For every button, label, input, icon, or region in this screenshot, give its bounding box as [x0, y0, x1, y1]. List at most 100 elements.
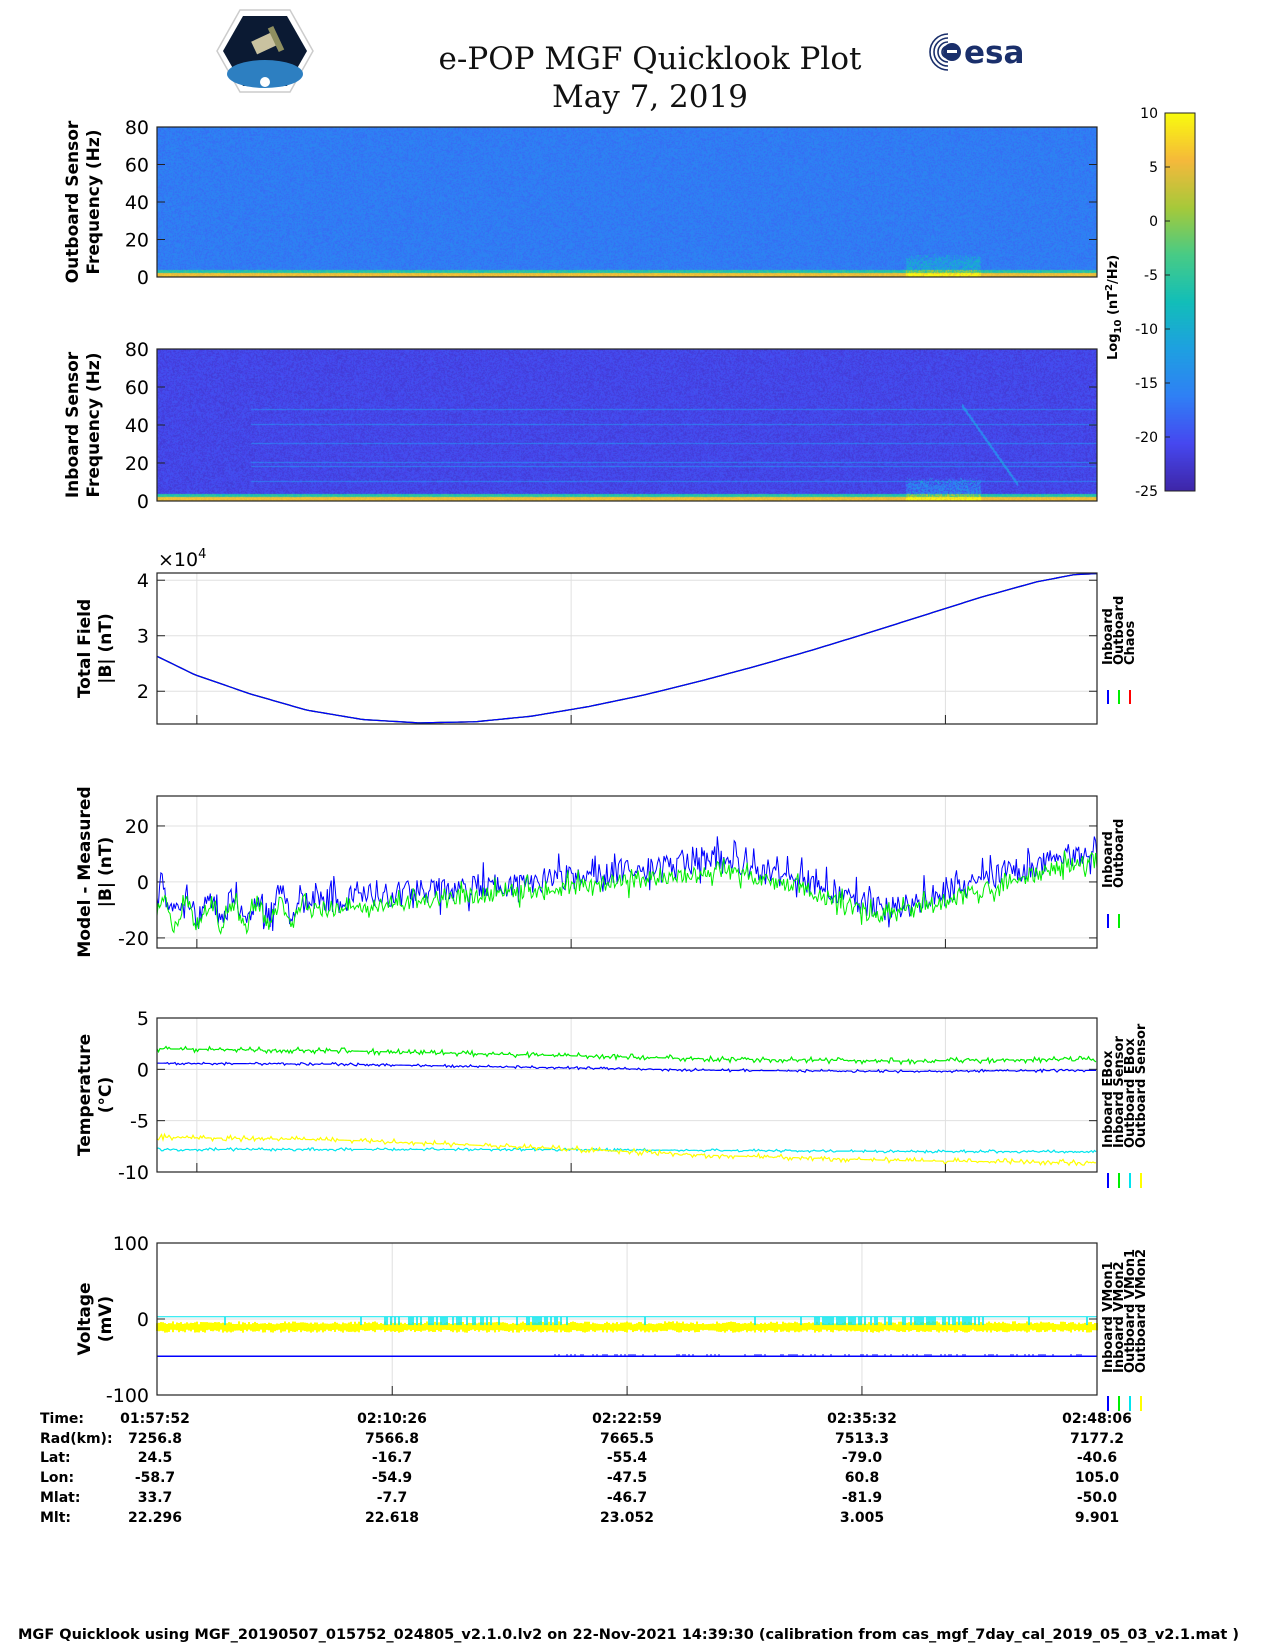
y-axis-label: Model - Measured|B| (nT) — [75, 786, 116, 957]
ephemeris-row-label: Rad(km): — [40, 1430, 113, 1447]
ephemeris-value: 9.901 — [1074, 1509, 1120, 1526]
y-tick-label: 4 — [137, 570, 149, 592]
ephemeris-value: 22.296 — [127, 1509, 183, 1526]
legend-label: Inboard Sensor — [1112, 1036, 1127, 1148]
panel-frame — [156, 126, 1098, 278]
y-axis-label-line: Frequency (Hz) — [84, 352, 104, 497]
esa-logo-text: esa — [964, 35, 1024, 71]
y-axis-label-line: Voltage — [75, 1282, 95, 1355]
ephemeris-value: -55.4 — [606, 1450, 648, 1467]
y-tick-label: 40 — [125, 192, 149, 214]
ephemeris-value: 7665.5 — [599, 1430, 655, 1447]
legend-label: Outboard EBox — [1123, 1038, 1138, 1148]
footer-text: MGF Quicklook using MGF_20190507_015752_… — [18, 1627, 1240, 1643]
y-axis-label-line: |B| (nT) — [96, 837, 116, 908]
axis-multiplier: ×104 — [158, 547, 206, 571]
colorbar-label-part: /Hz) — [1106, 255, 1121, 284]
y-axis-label-line: |B| (nT) — [96, 613, 116, 684]
temperature-line — [156, 1146, 1097, 1154]
y-tick-label: 3 — [137, 626, 149, 648]
y-tick-label: 0 — [137, 1309, 149, 1331]
temperature-line — [156, 1132, 1097, 1167]
esa-logo: esa — [929, 33, 1024, 71]
panel-background — [157, 796, 1097, 948]
colorbar-label: Log10 (nT2/Hz) — [1104, 255, 1124, 360]
y-axis-label-line: Total Field — [75, 599, 95, 698]
y-axis-label: Voltage(mV) — [75, 1282, 116, 1355]
ephemeris-value: 24.5 — [137, 1450, 173, 1467]
ephemeris-value: 02:22:59 — [592, 1411, 662, 1427]
ephemeris-row-label: Time: — [40, 1411, 85, 1427]
y-tick-label: 0 — [137, 872, 149, 894]
colorbar-tick-label: 5 — [1149, 160, 1158, 176]
y-axis-label: Inboard SensorFrequency (Hz) — [63, 351, 104, 498]
y-axis-label: Outboard SensorFrequency (Hz) — [63, 120, 104, 283]
inboard-spectrogram — [157, 349, 1097, 501]
colorbar-frame — [1164, 112, 1196, 492]
legend-label: Outboard VMon2 — [1134, 1249, 1149, 1373]
colorbar-tick-label: -20 — [1135, 430, 1158, 446]
ephemeris-value: 33.7 — [137, 1489, 173, 1506]
ephemeris-value: -47.5 — [606, 1470, 648, 1487]
y-axis-label-line: (mV) — [96, 1296, 116, 1342]
date-text: May 7, 2019 — [552, 79, 748, 115]
colorbar-tick-label: -25 — [1135, 484, 1158, 500]
colorbar-label-part: 2 — [1104, 284, 1115, 291]
y-tick-label: 0 — [137, 267, 149, 289]
y-tick-label: 60 — [125, 377, 149, 399]
y-axis-label-line: Outboard Sensor — [63, 120, 83, 283]
y-axis-label: Total Field|B| (nT) — [75, 599, 116, 698]
colorbar-tick-label: -10 — [1135, 322, 1158, 338]
colorbar-label-part: Log — [1106, 333, 1121, 360]
panel-frame — [156, 348, 1098, 502]
y-tick-label: 20 — [125, 230, 149, 252]
colorbar-label-part: 10 — [1113, 320, 1124, 334]
legend-label: Chaos — [1123, 621, 1138, 665]
y-tick-label: 80 — [125, 117, 149, 139]
legend-label: Outboard Sensor — [1134, 1023, 1149, 1148]
cassiope-logo — [216, 9, 314, 93]
legend-label: Inboard — [1101, 608, 1116, 665]
colorbar-tick-label: 10 — [1140, 106, 1158, 122]
ephemeris-value: 01:57:52 — [120, 1411, 190, 1427]
ephemeris-row-label: Lat: — [40, 1450, 71, 1467]
colorbar-label-part: (nT — [1106, 291, 1121, 320]
y-tick-label: 80 — [125, 339, 149, 361]
ephemeris-value: 02:10:26 — [357, 1411, 427, 1427]
temperature-line — [156, 1045, 1097, 1066]
ephemeris-value: 3.005 — [839, 1509, 885, 1526]
colorbar — [1165, 113, 1195, 491]
y-axis-label-line: (°C) — [96, 1077, 116, 1114]
legend-label: Inboard VMon1 — [1101, 1261, 1116, 1373]
y-tick-label: 2 — [137, 681, 149, 703]
y-tick-label: 40 — [125, 415, 149, 437]
legend-label: Inboard — [1101, 831, 1116, 888]
ephemeris-value: 7566.8 — [364, 1430, 420, 1447]
ephemeris-value: 02:35:32 — [827, 1411, 897, 1427]
y-axis-label-line: Temperature — [75, 1034, 95, 1156]
y-tick-label: -20 — [118, 928, 149, 950]
ephemeris-value: -7.7 — [376, 1489, 408, 1506]
y-tick-label: 0 — [137, 491, 149, 513]
model-measured-line-outboard — [156, 850, 1098, 936]
ephemeris-value: 02:48:06 — [1062, 1411, 1132, 1427]
colorbar-tick-label: -15 — [1135, 376, 1158, 392]
y-tick-label: 20 — [125, 453, 149, 475]
y-tick-label: 20 — [125, 816, 149, 838]
ephemeris-value: -16.7 — [371, 1450, 413, 1467]
plot-title: e-POP MGF Quicklook Plot May 7, 2019 — [300, 40, 1000, 116]
ephemeris-value: -54.9 — [371, 1470, 413, 1487]
ephemeris-row-label: Lon: — [40, 1470, 75, 1487]
ephemeris-value: -40.6 — [1076, 1450, 1118, 1467]
colorbar-tick-label: -5 — [1144, 268, 1158, 284]
y-axis-label-line: Inboard Sensor — [63, 351, 83, 498]
model-measured-line-inboard — [156, 836, 1098, 932]
ephemeris-value: 60.8 — [844, 1470, 880, 1487]
ephemeris-value: -81.9 — [841, 1489, 883, 1506]
panel-frame — [156, 1017, 1098, 1173]
ephemeris-value: 23.052 — [599, 1509, 655, 1526]
y-axis-label-line: Model - Measured — [75, 786, 95, 957]
ephemeris-value: 105.0 — [1074, 1470, 1120, 1487]
y-axis-label-line: Frequency (Hz) — [84, 129, 104, 274]
panel-frame — [156, 572, 1098, 725]
